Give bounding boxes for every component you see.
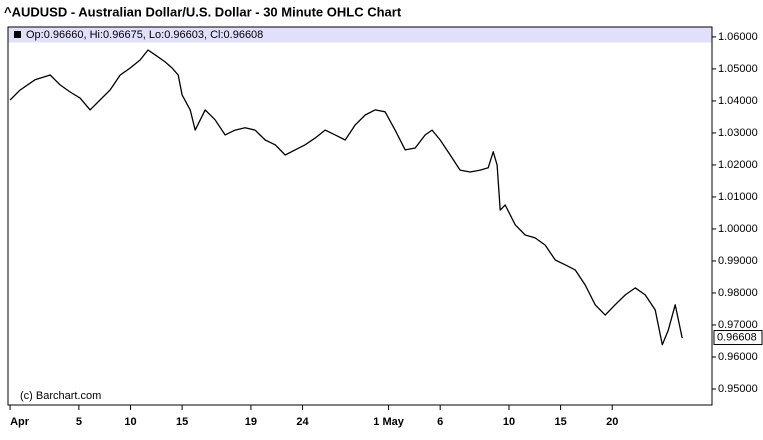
y-tick-label: 0.98000 [718, 287, 758, 299]
y-tick-label: 0.95000 [718, 383, 758, 395]
y-tick-label: 0.97000 [718, 319, 758, 331]
watermark: (c) Barchart.com [20, 390, 101, 402]
last-price-label: 0.96608 [717, 331, 757, 343]
y-tick-label: 0.96000 [718, 351, 758, 363]
y-tick-label: 1.03000 [718, 127, 758, 139]
y-tick-label: 1.06000 [718, 31, 758, 43]
y-tick-label: 1.01000 [718, 191, 758, 203]
legend-swatch [14, 31, 21, 38]
legend-text: Op:0.96660, Hi:0.96675, Lo:0.96603, Cl:0… [26, 29, 263, 41]
x-tick-label: Apr [10, 416, 30, 428]
x-tick-label: 19 [245, 416, 257, 428]
x-tick-label: 15 [554, 416, 566, 428]
last-price-box [713, 330, 763, 346]
chart-title: ^AUDUSD - Australian Dollar/U.S. Dollar … [4, 4, 402, 19]
x-tick-label: 10 [124, 416, 136, 428]
y-tick-label: 1.05000 [718, 63, 758, 75]
y-tick-label: 1.02000 [718, 159, 758, 171]
y-tick-label: 0.99000 [718, 255, 758, 267]
x-tick-label: 1 May [373, 416, 404, 428]
x-tick-label: 24 [296, 416, 309, 428]
y-tick-label: 1.00000 [718, 223, 758, 235]
plot-frame [7, 26, 713, 406]
price-line [9, 49, 683, 346]
x-tick-label: 20 [606, 416, 618, 428]
x-tick-label: 5 [76, 416, 82, 428]
x-tick-label: 6 [437, 416, 443, 428]
legend-strip [8, 27, 712, 43]
y-tick-label: 1.04000 [718, 95, 758, 107]
x-tick-label: 10 [503, 416, 515, 428]
x-tick-label: 15 [176, 416, 188, 428]
